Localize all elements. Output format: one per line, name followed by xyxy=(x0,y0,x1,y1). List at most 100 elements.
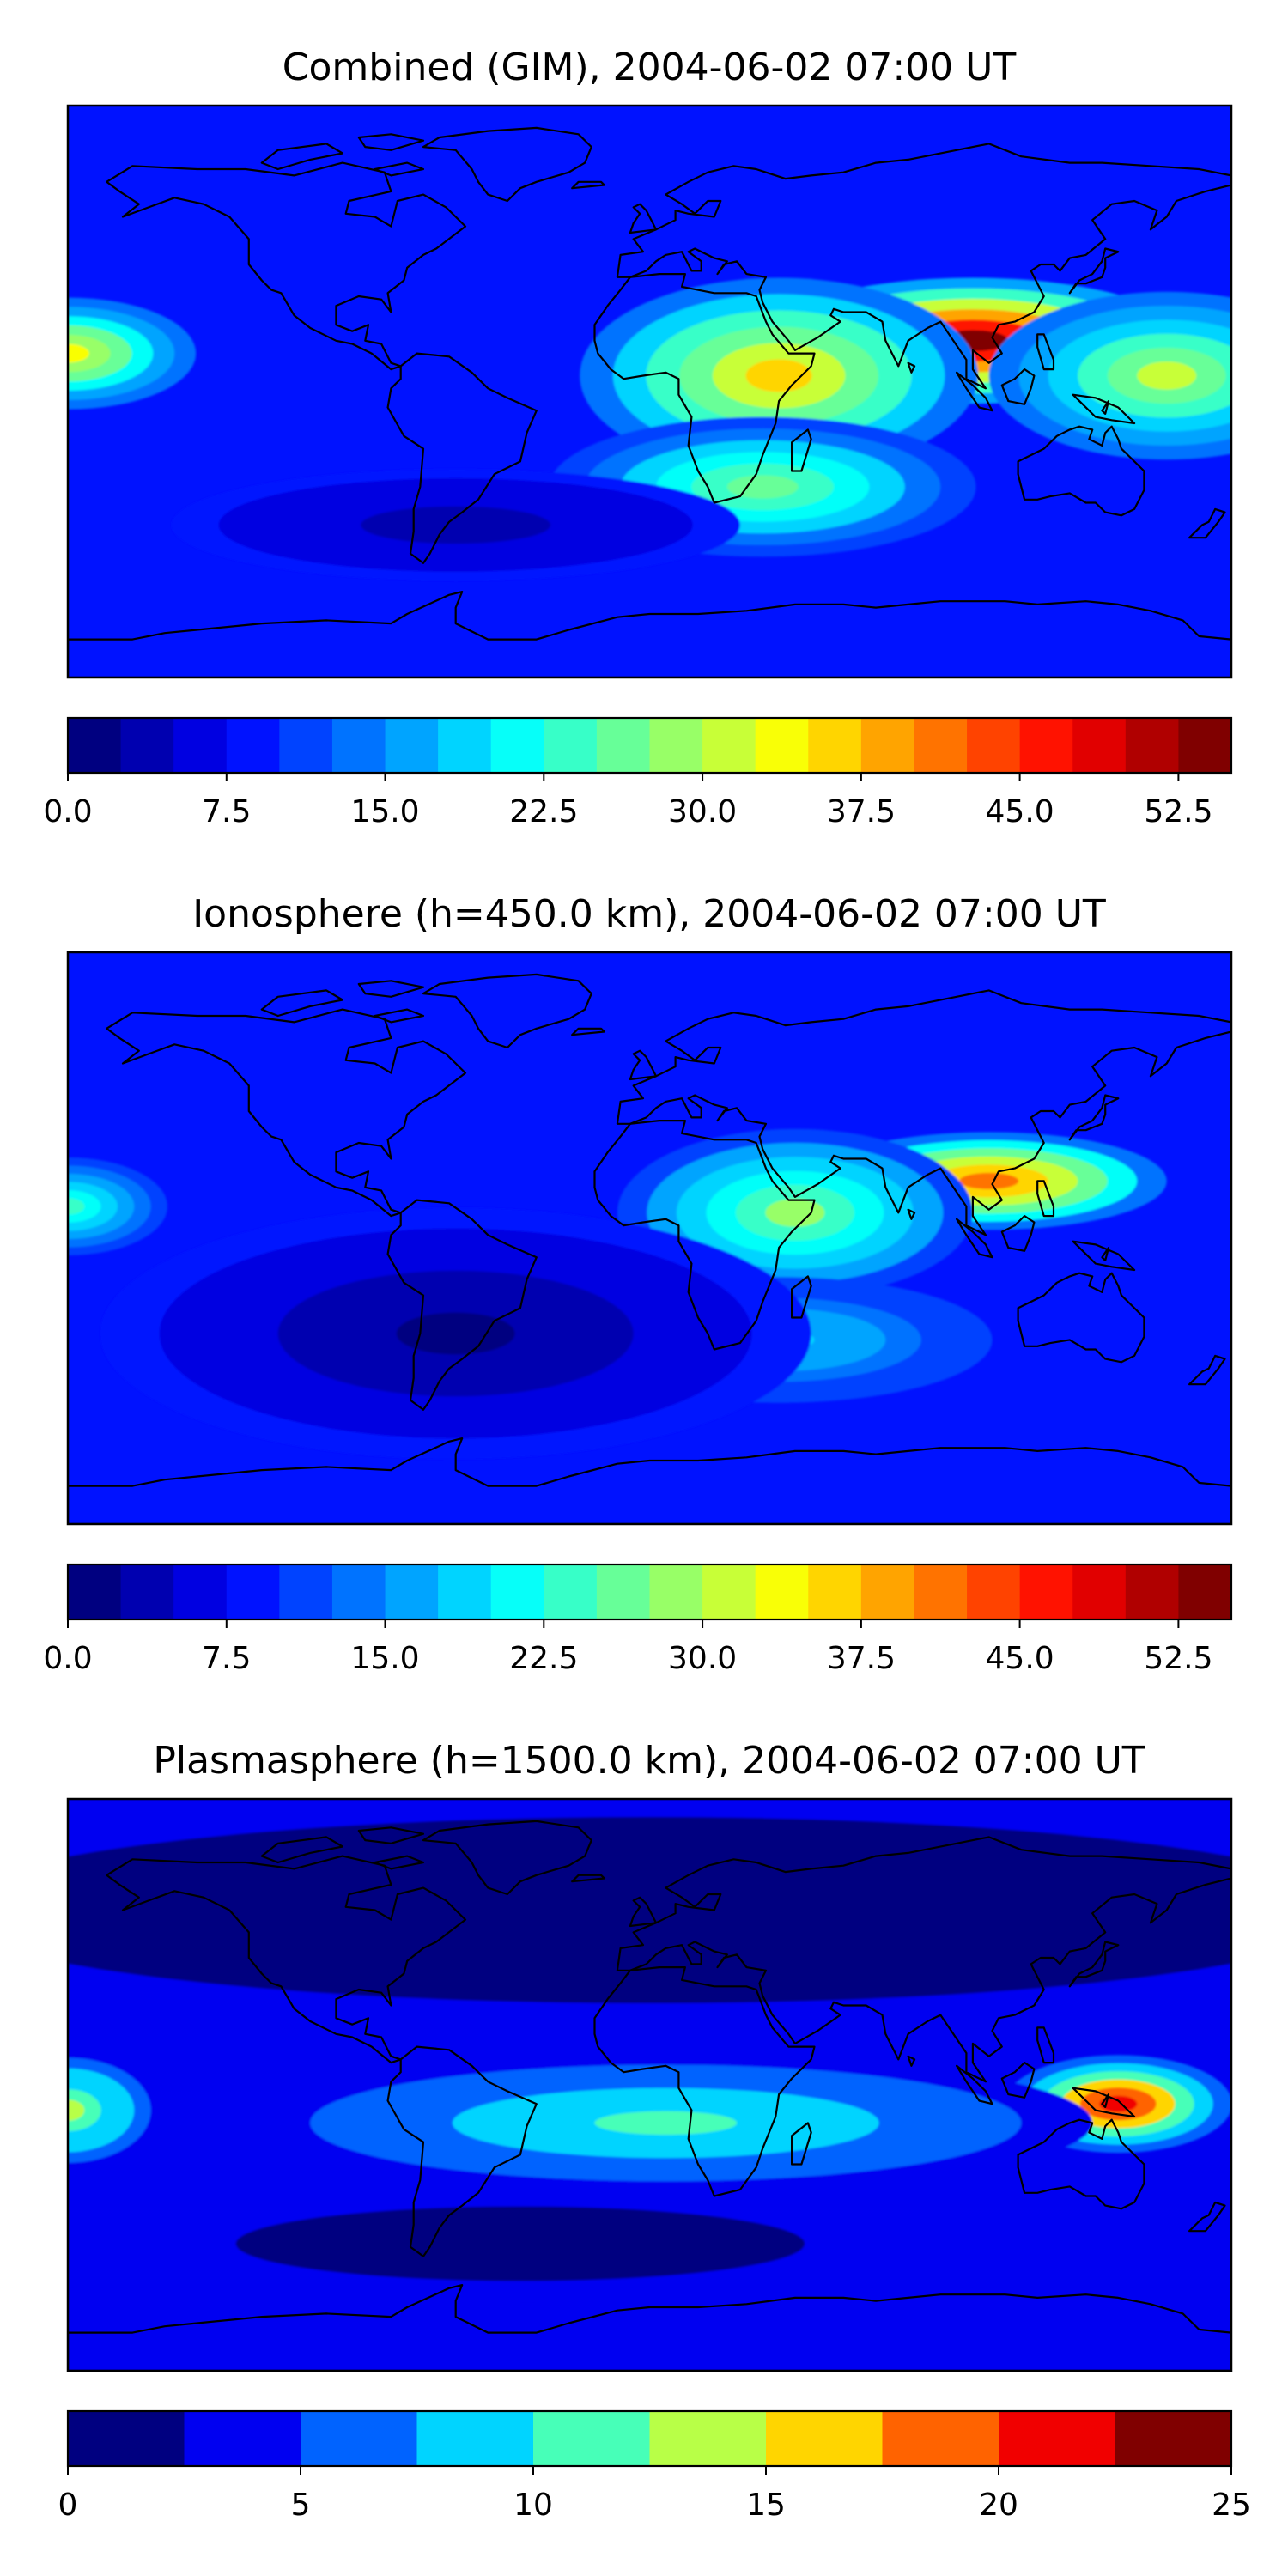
coastline-segment xyxy=(1017,2118,1145,2210)
map-frame xyxy=(66,1797,1233,2372)
colorbar-tick-label: 0.0 xyxy=(43,1641,92,1676)
coastline-segment xyxy=(616,989,1231,1236)
colorbar-swatch xyxy=(882,2411,999,2466)
coastline-segment xyxy=(386,2045,538,2257)
colorbar-swatch xyxy=(544,1564,598,1619)
contour-region xyxy=(765,1199,825,1227)
coastline-segment xyxy=(571,1027,605,1036)
coastline-segment xyxy=(1036,2026,1055,2064)
colorbar-swatch xyxy=(702,718,756,773)
coastline-segment xyxy=(260,143,343,171)
coastline-segment xyxy=(593,273,816,504)
coastline-segment xyxy=(386,352,538,564)
coastline-segment xyxy=(1000,2062,1036,2099)
colorbar-swatch xyxy=(755,1564,809,1619)
colorbar-swatch xyxy=(999,2411,1116,2466)
coastline-segment xyxy=(907,361,916,374)
coastline-segment xyxy=(629,203,658,234)
map-title-ionosphere: Ionosphere (h=450.0 km), 2004-06-02 07:0… xyxy=(192,892,1106,936)
coastline xyxy=(68,973,1231,1524)
coastline-segment xyxy=(1000,1214,1036,1252)
contour-region xyxy=(449,2234,592,2253)
contour-region xyxy=(745,359,812,392)
contour-region xyxy=(68,334,111,373)
colorbar-swatch xyxy=(416,2411,534,2466)
colorbar-swatch xyxy=(438,718,492,773)
coastline-segment xyxy=(1188,2201,1226,2233)
coastline xyxy=(68,1820,1231,2371)
coastline-segment xyxy=(386,1199,538,1411)
coastline-segment xyxy=(571,1874,605,1883)
coastline-segment xyxy=(1188,507,1226,539)
colorbar-swatch xyxy=(544,718,598,773)
colorbar-swatch xyxy=(1125,718,1180,773)
colorbar-swatch xyxy=(1115,2411,1232,2466)
colorbar-swatch xyxy=(173,718,228,773)
colorbar-frame xyxy=(66,2409,1233,2468)
coastline-segment xyxy=(1068,1094,1120,1141)
contour-region xyxy=(959,1172,1019,1189)
colorbar-swatch xyxy=(755,718,809,773)
colorbar-swatch xyxy=(1072,718,1127,773)
coastline-segment xyxy=(571,180,605,190)
colorbar-swatch xyxy=(279,718,333,773)
coastline-segment xyxy=(790,2122,812,2166)
coastline-segment xyxy=(357,1826,425,1844)
colorbar-tick-label: 20 xyxy=(979,2488,1018,2523)
coastline-segment xyxy=(616,143,1231,390)
colorbar-tick-label: 30.0 xyxy=(668,794,737,829)
map-frame xyxy=(66,951,1233,1526)
colorbar-swatch xyxy=(808,718,862,773)
coastline-segment xyxy=(629,1896,658,1928)
colorbar-swatch xyxy=(649,2411,767,2466)
coastline xyxy=(68,126,1231,677)
coastline-segment xyxy=(68,2284,1231,2371)
coastline-segment xyxy=(1036,1180,1055,1218)
colorbar-frame xyxy=(66,1563,1233,1621)
colorbar-tick-label: 15 xyxy=(746,2488,786,2523)
colorbar-tick-label: 7.5 xyxy=(202,1641,251,1676)
colorbar-swatch xyxy=(1125,1564,1180,1619)
colorbar-swatch xyxy=(120,1564,174,1619)
colorbar-swatch xyxy=(967,1564,1021,1619)
coastline-segment xyxy=(374,1008,425,1024)
contour-region xyxy=(68,343,89,363)
colorbar-swatch xyxy=(808,1564,862,1619)
map-frame xyxy=(66,104,1233,679)
coastline-segment xyxy=(106,1008,467,1218)
colorbar-swatch xyxy=(226,718,280,773)
colorbar-swatch xyxy=(385,718,439,773)
coastline-segment xyxy=(1188,1354,1226,1386)
colorbar-tick-label: 45.0 xyxy=(986,1641,1054,1676)
coastline-segment xyxy=(907,1208,916,1220)
colorbar-swatch xyxy=(301,2411,418,2466)
coastline-segment xyxy=(106,161,467,371)
colorbar-swatch xyxy=(490,1564,544,1619)
coastline-segment xyxy=(790,428,812,472)
contour-region xyxy=(68,2099,85,2121)
coastline-segment xyxy=(1000,368,1036,405)
coastline-segment xyxy=(1017,1272,1145,1364)
colorbar-tick-label: 22.5 xyxy=(509,1641,578,1676)
colorbar-tick-label: 52.5 xyxy=(1144,1641,1212,1676)
colorbar-swatch xyxy=(68,1564,122,1619)
colorbar-swatch xyxy=(68,718,122,773)
coastline-segment xyxy=(593,1119,816,1351)
colorbar-tick-label: 37.5 xyxy=(827,1641,896,1676)
coastline-segment xyxy=(1072,393,1136,425)
colorbar-combined: 0.0 7.5 15.0 22.5 30.0 37.5 45.0 52.5 xyxy=(43,716,1233,829)
colorbar-swatch xyxy=(649,718,703,773)
coastline-segment xyxy=(1101,400,1110,415)
colorbar-swatch xyxy=(331,718,386,773)
colorbar-tick-label: 22.5 xyxy=(509,794,578,829)
contour-region xyxy=(396,1312,515,1355)
coastline-segment xyxy=(1017,425,1145,517)
coastline-segment xyxy=(260,1836,343,1864)
colorbar-swatch xyxy=(649,1564,703,1619)
contour-region xyxy=(726,475,799,499)
coastline-segment xyxy=(616,1836,1231,2083)
colorbar-tick-label: 5 xyxy=(291,2488,311,2523)
colorbar-swatch xyxy=(385,1564,439,1619)
coastline-segment xyxy=(907,2055,916,2067)
